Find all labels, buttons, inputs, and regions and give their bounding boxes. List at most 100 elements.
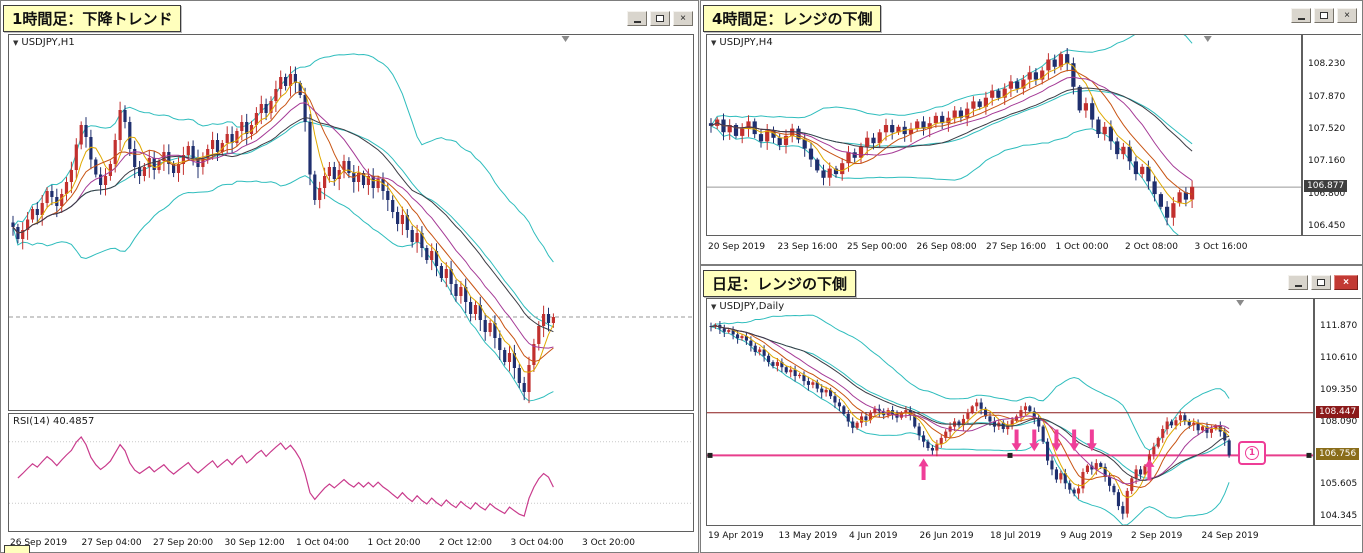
time-axis-daily[interactable]: 19 Apr 2019 13 May 2019 4 Jun 2019 26 Jun 2… [706,529,1314,544]
moving-averages [710,62,1193,205]
symbol-label-h4: ▼ USDJPY,H4 [711,37,773,48]
restore-button[interactable] [650,11,670,26]
up-arrow-marker[interactable] [1144,458,1155,481]
close-button[interactable]: × [1334,275,1358,290]
price-tick-label: 108.230 [1308,59,1346,70]
price-tick-label: 107.160 [1308,156,1346,167]
time-label: 9 Aug 2019 [1060,531,1113,541]
down-arrow-marker[interactable] [1051,429,1062,452]
time-label: 26 Sep 2019 [10,538,68,548]
minimize-button[interactable] [1291,8,1311,23]
down-arrow-marker[interactable] [1069,429,1080,452]
chart-window-daily: ▼ USDJPY,Daily 1 111.870 110.610 109.350 10… [700,265,1363,553]
price-axis-daily[interactable]: 111.870 110.610 109.350 108.090 105.605 104.3… [1314,298,1361,526]
restore-button[interactable] [1311,275,1331,290]
price-chart-h1[interactable]: ▼ USDJPY,H1 [8,34,694,411]
time-label: 3 Oct 04:00 [510,538,564,548]
symbol-text: USDJPY,Daily [719,301,785,312]
time-label: 2 Sep 2019 [1131,531,1183,541]
price-tick-label: 109.350 [1320,384,1358,395]
time-label: 13 May 2019 [778,531,838,541]
time-label: 3 Oct 16:00 [1194,242,1248,252]
close-button[interactable]: × [1337,8,1357,23]
price-tick-label: 104.345 [1320,511,1358,522]
time-label: 2 Oct 12:00 [439,538,492,548]
clipped-annotation [4,545,30,553]
minimize-icon [1297,18,1305,20]
annotation-label-daily[interactable]: 日足：レンジの下側 [703,270,857,297]
moving-averages [12,81,554,373]
price-tick-label: 105.605 [1320,479,1358,490]
candles [11,66,555,404]
price-chart-daily[interactable]: ▼ USDJPY,Daily 1 [706,298,1314,526]
time-label: 1 Oct 04:00 [296,538,349,548]
time-label: 24 Sep 2019 [1201,531,1259,541]
price-axis-h4[interactable]: 108.230 107.870 107.520 107.160 106.800 106.4… [1302,34,1361,236]
candles [709,321,1231,520]
price-tick-label: 111.870 [1320,321,1358,332]
rsi-line [17,436,554,517]
price-tick-label: 108.090 [1320,416,1358,427]
window-controls-daily: × [1288,275,1358,290]
chart-window-h1: ▼ USDJPY,H1 RSI(14) 40.4857 26 Sep 2019 2… [0,0,699,553]
down-arrow-marker[interactable] [1029,429,1040,452]
candlestick-canvas-h4 [707,35,1301,235]
symbol-label-h1: ▼ USDJPY,H1 [13,37,75,48]
time-label: 1 Oct 00:00 [1055,242,1109,252]
time-label: 26 Jun 2019 [919,531,974,541]
chart-window-h4: ▼ USDJPY,H4 108.230 107.870 107.520 107.160… [700,0,1363,265]
time-axis-h4[interactable]: 20 Sep 2019 23 Sep 16:00 25 Sep 00:00 26 Se… [706,240,1302,255]
time-label: 2 Oct 08:00 [1125,242,1178,252]
minimize-button[interactable] [1288,275,1308,290]
price-tick-label: 110.610 [1320,353,1358,364]
restore-icon [1317,279,1325,286]
price-badge: 108.447 [1316,405,1360,418]
down-arrow-marker[interactable] [1011,429,1022,452]
time-label: 20 Sep 2019 [708,242,766,252]
restore-icon [656,15,664,22]
time-label: 30 Sep 12:00 [224,538,285,548]
moving-averages [710,325,1230,499]
window-controls-h4: × [1291,8,1357,23]
price-level-lines[interactable] [707,412,1313,458]
candles [708,48,1195,226]
time-label: 27 Sep 16:00 [986,242,1047,252]
time-label: 1 Oct 20:00 [367,538,421,548]
annotation-label-h1[interactable]: 1時間足：下降トレンド [3,5,182,32]
time-label: 18 Jul 2019 [990,531,1041,541]
symbol-dropdown-icon: ▼ [711,302,717,311]
window-controls-h1: × [627,11,693,26]
symbol-text: USDJPY,H4 [719,37,773,48]
up-arrow-marker[interactable] [918,458,929,481]
time-label: 27 Sep 20:00 [153,538,214,548]
price-tick-label: 106.450 [1308,220,1346,231]
price-chart-h4[interactable]: ▼ USDJPY,H4 [706,34,1302,236]
close-button[interactable]: × [673,11,693,26]
annotation-label-h4[interactable]: 4時間足：レンジの下側 [703,5,882,32]
down-arrow-marker[interactable] [1086,429,1097,452]
price-tick-label: 107.520 [1308,123,1346,134]
signal-arrows[interactable] [918,429,1155,481]
minimize-icon [1294,285,1302,287]
circled-one-annotation[interactable]: 1 [1238,441,1266,465]
price-tick-label: 106.800 [1308,189,1346,200]
chart-shift-marker [1203,36,1212,42]
time-label: 3 Oct 20:00 [582,538,635,548]
price-tick-label: 107.870 [1308,91,1346,102]
minimize-icon [633,21,641,23]
minimize-button[interactable] [627,11,647,26]
time-label: 25 Sep 00:00 [847,242,908,252]
rsi-canvas [9,436,693,517]
time-axis-h1[interactable]: 26 Sep 2019 27 Sep 04:00 27 Sep 20:00 30 Se… [8,536,694,551]
restore-button[interactable] [1314,8,1334,23]
symbol-dropdown-icon: ▼ [13,38,19,47]
time-label: 4 Jun 2019 [849,531,898,541]
rsi-pane[interactable]: RSI(14) 40.4857 [8,413,694,532]
candlestick-canvas-daily [707,300,1313,525]
time-label: 19 Apr 2019 [708,531,764,541]
time-label: 27 Sep 04:00 [81,538,142,548]
price-badge: 106.877 [1304,180,1348,193]
bollinger-bands [710,35,1193,235]
level-handle [1007,452,1013,458]
